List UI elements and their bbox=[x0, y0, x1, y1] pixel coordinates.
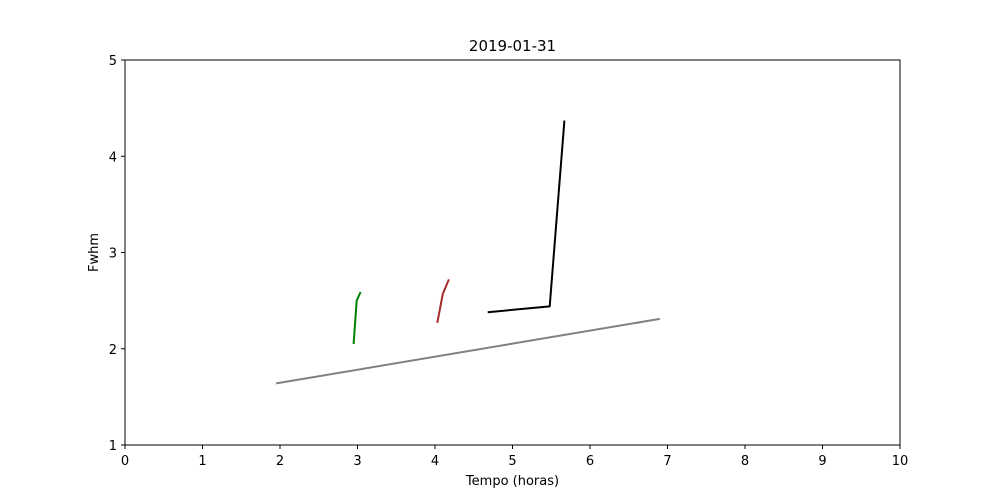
x-tick-label-3: 3 bbox=[353, 454, 361, 469]
series-line-4 bbox=[487, 120, 566, 314]
x-tick-label-0: 0 bbox=[121, 454, 129, 469]
series-layer bbox=[275, 120, 660, 385]
x-tick-label-4: 4 bbox=[431, 454, 439, 469]
x-tick-label-1: 1 bbox=[198, 454, 206, 469]
x-tick-label-2: 2 bbox=[276, 454, 284, 469]
series-line-1 bbox=[275, 317, 660, 385]
x-axis-label: Tempo (horas) bbox=[465, 474, 559, 489]
y-tick-label-3: 4 bbox=[109, 150, 117, 165]
x-tick-label-8: 8 bbox=[741, 454, 749, 469]
x-tick-label-5: 5 bbox=[508, 454, 516, 469]
y-axis-label: Fwhm bbox=[87, 233, 102, 272]
x-tick-label-10: 10 bbox=[892, 454, 909, 469]
chart-title: 2019-01-31 bbox=[469, 37, 556, 55]
series-line-3 bbox=[436, 279, 450, 323]
x-tick-label-9: 9 bbox=[818, 454, 826, 469]
series-line-2 bbox=[352, 291, 362, 344]
y-tick-label-4: 5 bbox=[109, 54, 117, 69]
y-tick-label-1: 2 bbox=[109, 343, 117, 358]
x-axis: 0 1 2 3 4 5 6 7 8 9 10 bbox=[121, 445, 908, 469]
y-axis: 1 2 3 4 5 bbox=[109, 54, 125, 454]
y-tick-label-2: 3 bbox=[109, 247, 117, 262]
x-tick-label-7: 7 bbox=[663, 454, 671, 469]
y-tick-label-0: 1 bbox=[109, 439, 117, 454]
x-tick-label-6: 6 bbox=[586, 454, 594, 469]
plot-area bbox=[125, 60, 900, 445]
